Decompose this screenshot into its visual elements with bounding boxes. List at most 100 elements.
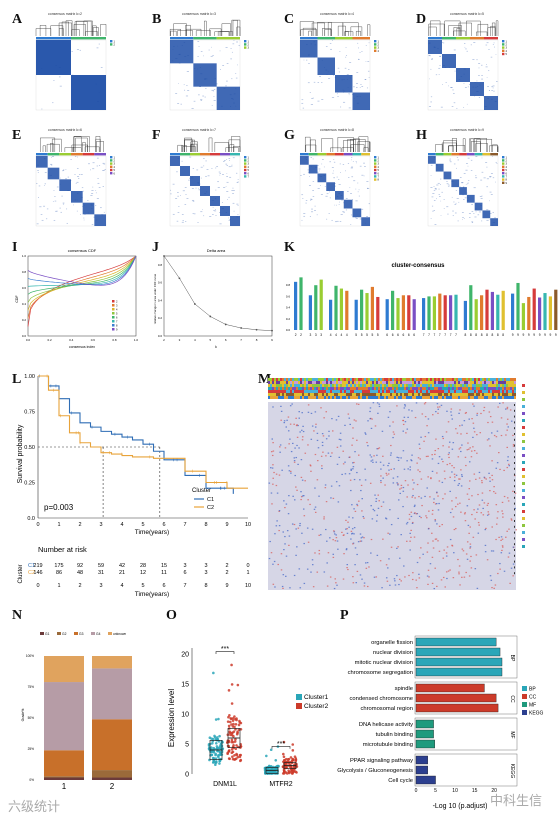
matrix-speckle bbox=[459, 186, 461, 187]
heatmap-cell bbox=[409, 540, 411, 542]
dendrogram-branch bbox=[95, 136, 101, 152]
heatmap-annotation-cell bbox=[346, 384, 348, 387]
matrix-speckle bbox=[197, 222, 199, 223]
enrich-group-frame bbox=[414, 753, 518, 787]
matrix-speckle bbox=[88, 163, 90, 165]
heatmap-cell bbox=[390, 452, 392, 454]
cdf-ytick: 0.2 bbox=[22, 318, 27, 322]
matrix-speckle bbox=[481, 78, 484, 80]
heatmap-cell bbox=[337, 548, 339, 550]
matrix-speckle bbox=[202, 209, 204, 211]
heatmap-annotation-cell bbox=[498, 381, 500, 384]
heatmap-annotation-cell bbox=[430, 381, 432, 384]
heatmap-cell bbox=[294, 447, 296, 449]
consensus-block bbox=[428, 156, 436, 164]
matrix-speckle bbox=[434, 224, 437, 225]
heatmap-cell bbox=[396, 456, 398, 458]
matrix-speckle bbox=[474, 216, 477, 218]
expr-point bbox=[212, 756, 216, 760]
matrix-speckle bbox=[60, 177, 61, 179]
heatmap-cell bbox=[342, 578, 345, 580]
matrix-speckle bbox=[198, 189, 200, 191]
heatmap-annotation-cell bbox=[366, 396, 368, 399]
heatmap-annotation-cell bbox=[292, 381, 294, 384]
heatmap-annotation-cell bbox=[478, 387, 480, 390]
matrix-speckle bbox=[325, 195, 328, 197]
matrix-speckle bbox=[231, 51, 233, 53]
heatmap-cell bbox=[438, 406, 441, 408]
heatmap-cell bbox=[350, 469, 352, 471]
heatmap-cell bbox=[434, 449, 437, 452]
heatmap-cell bbox=[413, 482, 415, 484]
matrix-speckle bbox=[341, 199, 343, 201]
dendrogram-branch bbox=[182, 146, 196, 152]
matrix-speckle bbox=[453, 65, 455, 67]
matrix-speckle bbox=[494, 217, 496, 219]
cluster-color-bar bbox=[352, 153, 362, 156]
cc-bar bbox=[314, 285, 318, 330]
matrix-speckle bbox=[439, 65, 441, 66]
matrix-speckle bbox=[67, 190, 70, 191]
matrix-speckle bbox=[309, 92, 311, 93]
matrix-speckle bbox=[91, 190, 94, 191]
heatmap-annotation-cell bbox=[334, 381, 336, 384]
heatmap-annotation-cell bbox=[462, 387, 464, 390]
heatmap-cell bbox=[472, 436, 474, 439]
heatmap-annotation-cell bbox=[474, 387, 476, 390]
cc-xtick: 3 bbox=[310, 333, 312, 337]
heatmap-annotation-cell bbox=[278, 378, 280, 381]
heatmap-annotation-cell bbox=[410, 387, 412, 390]
heatmap-cell bbox=[375, 461, 378, 463]
heatmap-annotation-cell bbox=[270, 381, 272, 384]
matrix-speckle bbox=[326, 193, 329, 195]
matrix-speckle bbox=[320, 185, 321, 186]
matrix-speckle bbox=[199, 67, 201, 68]
matrix-speckle bbox=[447, 184, 450, 186]
heatmap-annotation-cell bbox=[458, 396, 460, 399]
heatmap-cell bbox=[427, 432, 430, 434]
heatmap-annotation-cell bbox=[418, 396, 420, 399]
matrix-speckle bbox=[336, 196, 339, 197]
matrix-speckle bbox=[83, 217, 85, 219]
matrix-speckle bbox=[336, 176, 338, 178]
matrix-speckle bbox=[366, 216, 369, 217]
heatmap-cell bbox=[426, 551, 429, 553]
heatmap-annotation-cell bbox=[402, 396, 404, 399]
dendrogram-branch bbox=[495, 20, 499, 36]
matrix-speckle bbox=[173, 46, 175, 47]
matrix-speckle bbox=[333, 75, 334, 76]
heatmap-cell bbox=[403, 468, 406, 470]
heatmap-cell bbox=[389, 411, 391, 413]
matrix-speckle bbox=[453, 102, 456, 104]
legend-label: 5 bbox=[506, 169, 508, 172]
heatmap-annotation-cell bbox=[500, 378, 502, 381]
heatmap-cell bbox=[387, 473, 390, 475]
heatmap-annotation-cell bbox=[286, 381, 288, 384]
heatmap-cell bbox=[493, 491, 495, 493]
heatmap-annotation-cell bbox=[400, 387, 402, 390]
matrix-speckle bbox=[340, 172, 341, 173]
matrix-speckle bbox=[433, 47, 436, 48]
heatmap-cell bbox=[326, 585, 329, 587]
matrix-speckle bbox=[447, 213, 449, 215]
consensus-block bbox=[470, 82, 484, 96]
risk-count: 1 bbox=[246, 570, 249, 576]
cdf-ytick: 1.0 bbox=[22, 254, 27, 258]
heatmap-annotation-cell bbox=[404, 384, 406, 387]
heatmap-annotation-cell bbox=[402, 384, 404, 387]
heatmap-annotation-cell bbox=[410, 393, 412, 396]
risk-xtick: 5 bbox=[141, 583, 144, 589]
heatmap-cell bbox=[339, 445, 342, 447]
heatmap-cell bbox=[363, 582, 366, 584]
heatmap-cell bbox=[359, 574, 362, 576]
heatmap-cell bbox=[515, 529, 518, 531]
matrix-speckle bbox=[327, 71, 329, 73]
risk-count: 3 bbox=[183, 563, 186, 569]
heatmap-annotation-cell bbox=[312, 393, 314, 396]
heatmap-cell bbox=[487, 511, 490, 513]
matrix-speckle bbox=[58, 76, 61, 78]
matrix-speckle bbox=[348, 93, 350, 94]
heatmap-cell bbox=[332, 556, 335, 559]
cluster-color-bar bbox=[317, 153, 327, 156]
